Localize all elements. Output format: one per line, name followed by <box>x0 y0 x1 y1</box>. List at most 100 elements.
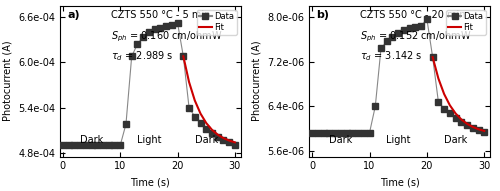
Data <box>214 136 220 138</box>
Fit <box>209 129 215 131</box>
Data <box>209 132 215 134</box>
Data <box>60 144 66 146</box>
Fit <box>464 123 470 125</box>
Fit <box>458 118 464 121</box>
Data <box>117 144 123 146</box>
Data <box>204 128 210 130</box>
Data <box>198 121 203 124</box>
Data <box>476 129 482 131</box>
Data <box>226 141 232 143</box>
Data <box>441 107 447 110</box>
Data <box>128 55 134 57</box>
Data <box>320 131 326 134</box>
Data <box>378 47 384 49</box>
Data <box>406 27 412 29</box>
Line: Data: Data <box>60 20 238 148</box>
Fit <box>452 112 458 115</box>
Data <box>332 131 338 134</box>
Line: Data: Data <box>310 16 487 135</box>
Data <box>77 144 83 146</box>
Fit <box>476 128 482 130</box>
Data <box>123 123 129 125</box>
Data <box>482 131 488 133</box>
Data <box>470 126 476 129</box>
Data <box>326 131 332 134</box>
Data <box>452 116 458 119</box>
Data <box>384 40 390 43</box>
Data <box>140 36 146 38</box>
Fit <box>447 104 453 106</box>
Data <box>169 23 175 26</box>
Legend: Data, Fit: Data, Fit <box>446 10 486 35</box>
Text: Light: Light <box>386 134 410 145</box>
Text: Dark: Dark <box>329 134 352 145</box>
Data <box>186 106 192 109</box>
Data <box>163 25 169 27</box>
Legend: Data, Fit: Data, Fit <box>196 10 236 35</box>
Data <box>192 116 198 118</box>
Fit <box>482 130 488 132</box>
Y-axis label: Photocurrent (A): Photocurrent (A) <box>2 41 12 121</box>
Text: b): b) <box>316 10 330 20</box>
Fit <box>232 141 238 143</box>
Fit <box>441 93 447 95</box>
Text: $\tau_{d}$ = 2.989 s: $\tau_{d}$ = 2.989 s <box>110 49 173 63</box>
Text: CZTS 550 °C - 5 min: CZTS 550 °C - 5 min <box>110 10 210 20</box>
Fit <box>180 55 186 57</box>
Text: Dark: Dark <box>444 134 467 145</box>
Fit <box>226 139 232 142</box>
Data <box>220 139 226 141</box>
Fit <box>220 137 226 139</box>
Data <box>401 29 407 32</box>
Data <box>88 144 94 146</box>
Data <box>232 143 238 146</box>
Y-axis label: Photocurrent (A): Photocurrent (A) <box>252 41 262 121</box>
Fit <box>192 99 198 102</box>
Data <box>134 43 140 45</box>
Data <box>390 36 396 38</box>
Data <box>344 131 349 134</box>
Data <box>430 56 436 58</box>
Fit <box>430 56 436 58</box>
Data <box>146 31 152 33</box>
Data <box>66 144 71 146</box>
Data <box>112 144 117 146</box>
Data <box>338 131 344 134</box>
Data <box>361 131 367 134</box>
Data <box>464 124 470 126</box>
Data <box>100 144 106 146</box>
Text: a): a) <box>67 10 80 20</box>
Fit <box>470 126 476 128</box>
Data <box>412 26 418 28</box>
Data <box>458 121 464 123</box>
Fit <box>198 112 203 115</box>
Text: Dark: Dark <box>194 134 218 145</box>
X-axis label: Time (s): Time (s) <box>130 177 170 187</box>
Data <box>180 55 186 57</box>
Text: Dark: Dark <box>80 134 103 145</box>
Data <box>152 28 158 30</box>
Fit <box>436 77 442 80</box>
Text: $S_{ph}$ = 0.160 cm/ohmW: $S_{ph}$ = 0.160 cm/ohmW <box>110 30 222 44</box>
Data <box>424 18 430 20</box>
Text: Light: Light <box>136 134 161 145</box>
Data <box>106 144 112 146</box>
Data <box>83 144 89 146</box>
Data <box>447 112 453 114</box>
Fit <box>186 81 192 83</box>
Line: Fit: Fit <box>432 57 484 131</box>
Data <box>174 22 180 24</box>
Data <box>309 131 315 134</box>
Data <box>372 105 378 108</box>
Text: $S_{ph}$ = 0.152 cm/ohmW: $S_{ph}$ = 0.152 cm/ohmW <box>360 30 472 44</box>
Data <box>395 31 401 34</box>
Data <box>350 131 356 134</box>
Fit <box>214 134 220 136</box>
Text: CZTS 550 °C - 20 min: CZTS 550 °C - 20 min <box>360 10 466 20</box>
Data <box>315 131 321 134</box>
Data <box>158 27 164 29</box>
Data <box>72 144 78 146</box>
Data <box>94 144 100 146</box>
X-axis label: Time (s): Time (s) <box>380 177 420 187</box>
Line: Fit: Fit <box>184 56 235 142</box>
